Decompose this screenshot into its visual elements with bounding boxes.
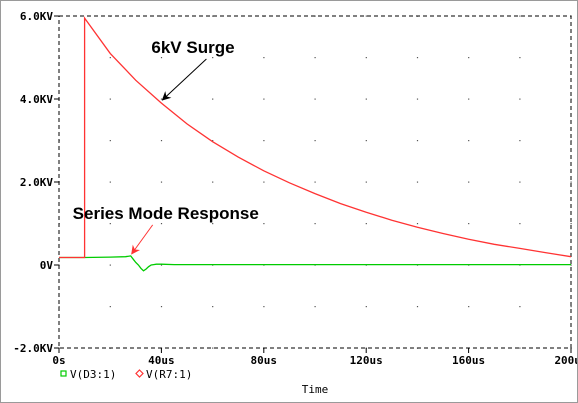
grid-dot bbox=[468, 57, 470, 59]
x-tick-label: 40us bbox=[148, 354, 175, 367]
grid-dot bbox=[263, 57, 265, 59]
grid-dot bbox=[416, 140, 419, 142]
grid-dot bbox=[212, 140, 214, 142]
x-tick-label: 200us bbox=[554, 354, 577, 367]
x-tick-label: 80us bbox=[251, 354, 278, 367]
grid-dot bbox=[160, 223, 163, 225]
grid-dot bbox=[468, 306, 470, 308]
grid-dot bbox=[314, 98, 316, 100]
grid-dot bbox=[416, 223, 419, 225]
y-tick-label: 0V bbox=[40, 259, 54, 272]
grid-dot bbox=[212, 15, 214, 17]
grid-dot bbox=[58, 306, 60, 308]
grid-dot bbox=[212, 306, 214, 308]
grid-dot bbox=[519, 15, 521, 17]
grid-dot bbox=[160, 140, 163, 142]
series-line-V(R7:1) bbox=[59, 16, 572, 259]
grid-dot bbox=[570, 140, 572, 142]
grid-dot bbox=[160, 264, 163, 266]
annotation-label: Series Mode Response bbox=[73, 204, 259, 223]
x-axis-label: Time bbox=[302, 383, 329, 396]
grid-dot bbox=[212, 181, 214, 183]
grid-dot bbox=[519, 181, 521, 183]
y-tick-label: 4.0KV bbox=[20, 93, 53, 106]
grid-dot bbox=[519, 140, 521, 142]
grid-dot bbox=[570, 306, 572, 308]
grid-dot bbox=[416, 181, 419, 183]
grid-dot bbox=[212, 223, 214, 225]
grid-dot bbox=[263, 181, 265, 183]
x-tick-label: 0s bbox=[52, 354, 65, 367]
grid-dot bbox=[109, 306, 111, 308]
grid-dot bbox=[570, 181, 572, 183]
axis-ticks: 0s 40us 80us 120us 160us 200us -2.0KV 0V 2.0KV 4.… bbox=[13, 10, 577, 367]
grid-dot bbox=[416, 57, 419, 59]
grid-dot bbox=[314, 15, 316, 17]
grid-dot bbox=[109, 57, 111, 59]
grid-dot bbox=[365, 15, 367, 17]
legend-marker bbox=[135, 369, 144, 378]
grid-dot bbox=[263, 223, 265, 225]
grid-dot bbox=[519, 223, 521, 225]
grid-dot bbox=[365, 57, 367, 59]
grid-dot bbox=[109, 264, 111, 266]
grid-dot bbox=[468, 223, 470, 225]
grid-dot bbox=[212, 347, 214, 349]
grid-dot bbox=[416, 98, 419, 100]
grid-dot bbox=[160, 15, 163, 17]
annotation-arrow bbox=[161, 58, 207, 101]
grid-dot bbox=[160, 57, 163, 59]
grid-dot bbox=[314, 306, 316, 308]
annotation-label: 6kV Surge bbox=[151, 38, 234, 57]
legend-marker bbox=[60, 370, 67, 377]
grid-dot bbox=[570, 264, 572, 266]
grid-dot bbox=[365, 181, 367, 183]
grid bbox=[58, 15, 572, 349]
grid-dot bbox=[314, 223, 316, 225]
grid-dot bbox=[365, 140, 367, 142]
grid-dot bbox=[519, 306, 521, 308]
grid-dot bbox=[263, 98, 265, 100]
y-tick-label: 6.0KV bbox=[20, 10, 53, 23]
grid-dot bbox=[109, 98, 111, 100]
y-tick-label: -2.0KV bbox=[13, 342, 53, 355]
series-line-V(D3:1) bbox=[59, 255, 571, 272]
grid-dot bbox=[365, 98, 367, 100]
x-tick-label: 160us bbox=[452, 354, 485, 367]
grid-dot bbox=[519, 347, 521, 349]
grid-dot bbox=[314, 57, 316, 59]
legend: V(D3:1) V(R7:1) bbox=[60, 368, 192, 381]
grid-dot bbox=[365, 223, 367, 225]
grid-dot bbox=[519, 57, 521, 59]
grid-dot bbox=[468, 98, 470, 100]
annotation-arrow bbox=[131, 224, 154, 255]
annotations: 6kV Surge Series Mode Response bbox=[73, 38, 259, 255]
grid-dot bbox=[416, 306, 419, 308]
grid-dot bbox=[570, 223, 572, 225]
grid-dot bbox=[160, 306, 163, 308]
grid-dot bbox=[468, 181, 470, 183]
grid-dot bbox=[212, 57, 214, 59]
x-tick-label: 120us bbox=[350, 354, 383, 367]
grid-dot bbox=[109, 140, 111, 142]
grid-dot bbox=[314, 181, 316, 183]
grid-dot bbox=[365, 306, 367, 308]
grid-dot bbox=[109, 223, 111, 225]
legend-entry: V(R7:1) bbox=[146, 368, 192, 381]
grid-dot bbox=[160, 181, 163, 183]
y-tick-label: 2.0KV bbox=[20, 176, 53, 189]
grid-dot bbox=[212, 98, 214, 100]
grid-dot bbox=[314, 140, 316, 142]
grid-dot bbox=[519, 98, 521, 100]
legend-entry: V(D3:1) bbox=[70, 368, 116, 381]
grid-dot bbox=[263, 140, 265, 142]
grid-dot bbox=[468, 140, 470, 142]
grid-dot bbox=[263, 306, 265, 308]
series bbox=[59, 16, 572, 272]
grid-dot bbox=[109, 181, 111, 183]
grid-dot bbox=[160, 98, 163, 100]
